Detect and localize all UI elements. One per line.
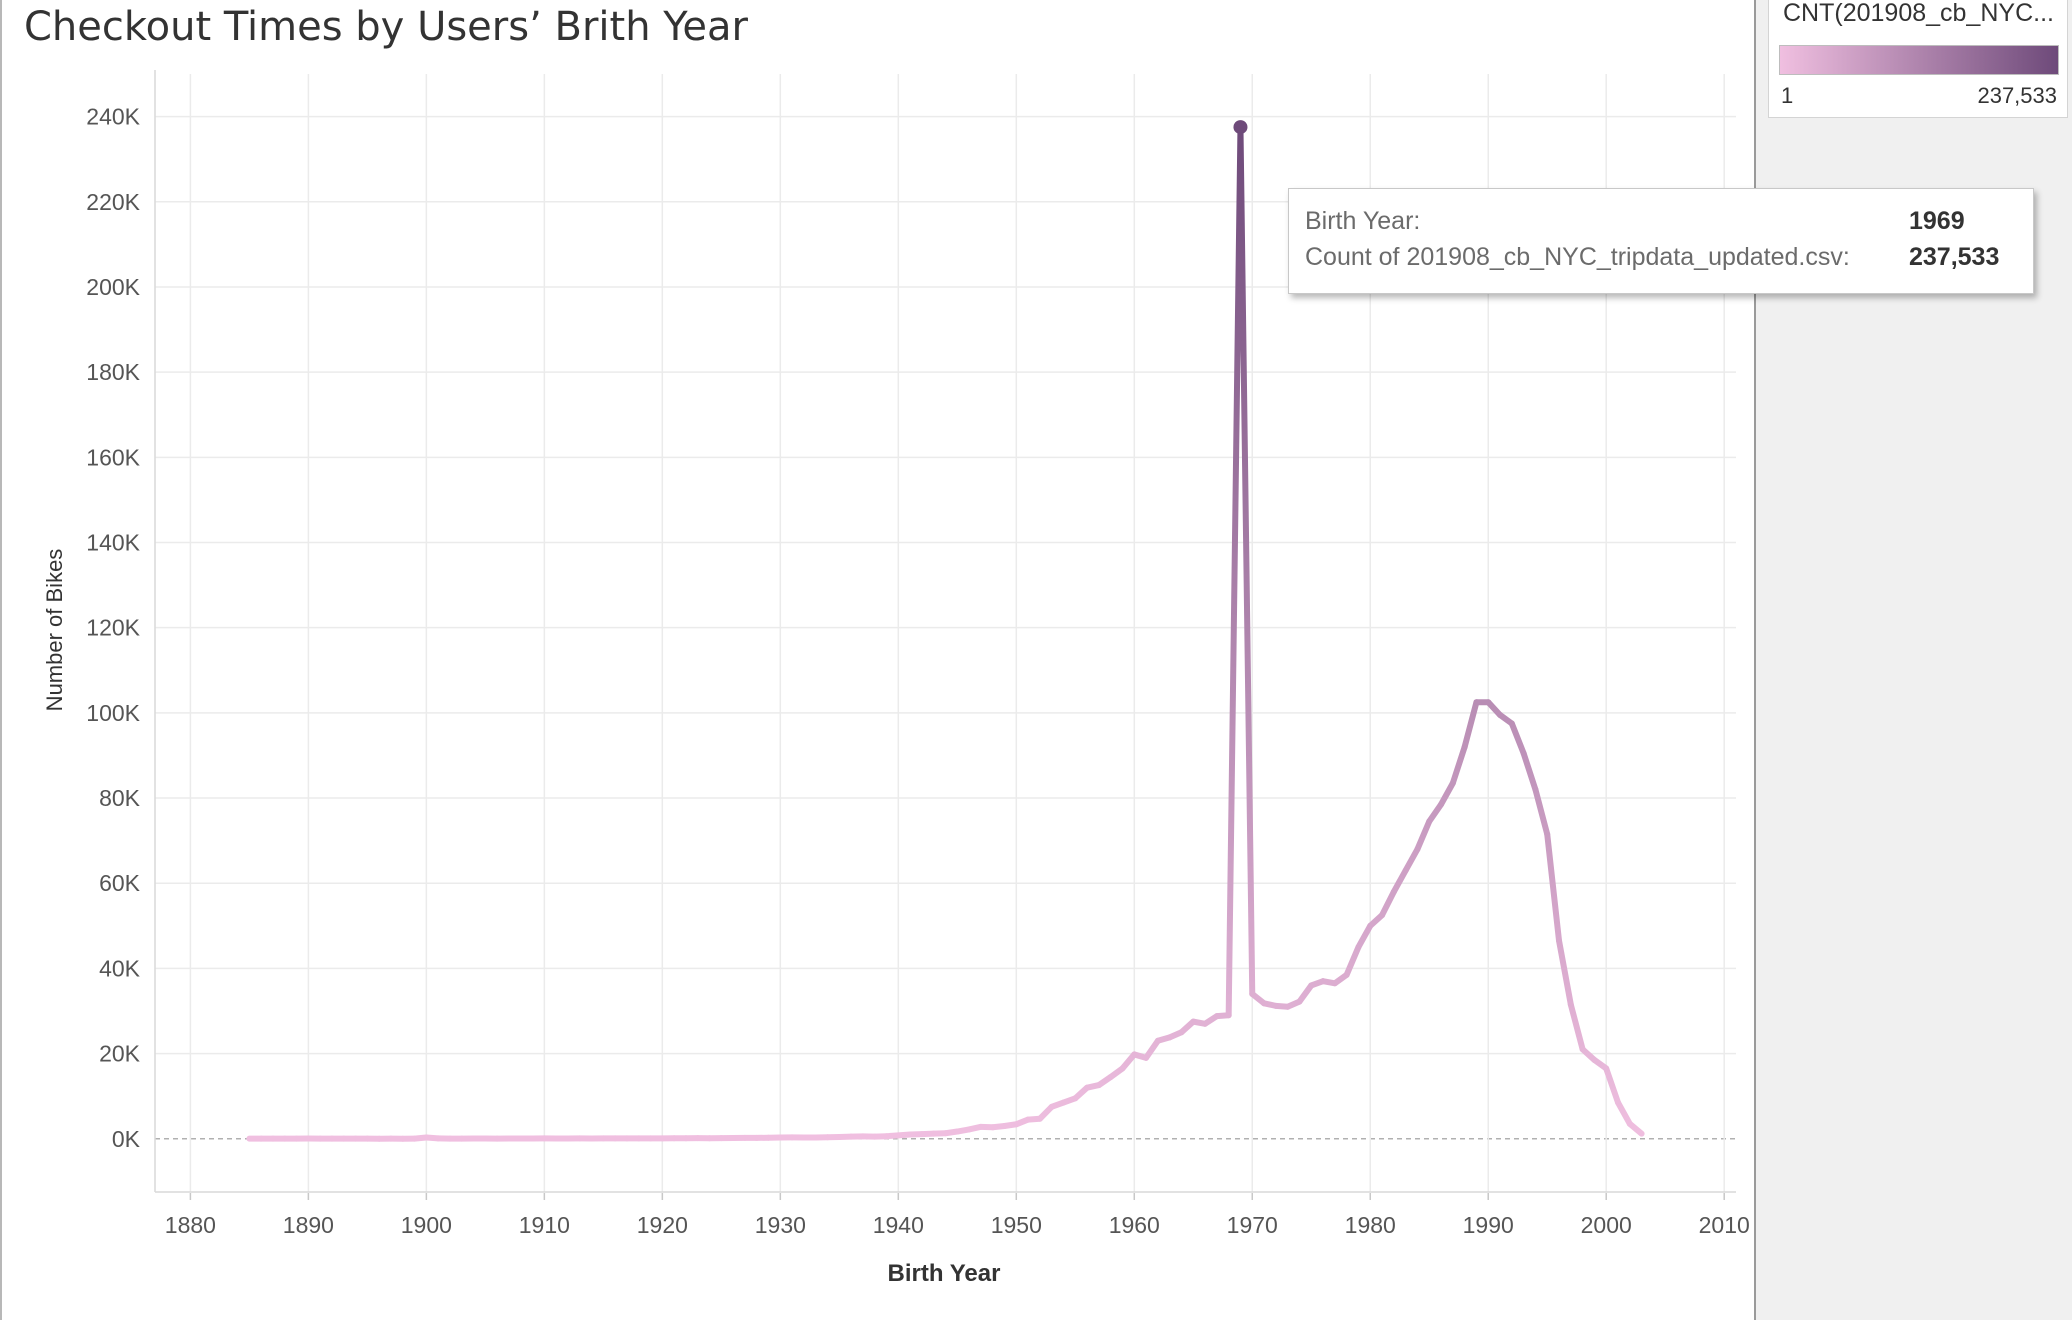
- x-tick-label: 1960: [1109, 1212, 1160, 1238]
- x-tick-label: 1980: [1345, 1212, 1396, 1238]
- line-segment[interactable]: [1461, 699, 1480, 750]
- tooltip: Birth Year: 1969 Count of 201908_cb_NYC_…: [1288, 188, 2034, 294]
- x-tick-label: 1930: [755, 1212, 806, 1238]
- y-tick-label: 240K: [86, 104, 140, 130]
- line-segment[interactable]: [1379, 888, 1397, 919]
- line-segment[interactable]: [1449, 743, 1468, 787]
- y-tick-label: 80K: [99, 785, 141, 811]
- line-segment[interactable]: [1520, 750, 1539, 793]
- x-tick-label: 1950: [991, 1212, 1042, 1238]
- chart-title: Checkout Times by Users’ Brith Year: [24, 4, 748, 50]
- y-axis-label: Number of Bikes: [42, 549, 67, 712]
- y-tick-label: 200K: [86, 274, 140, 300]
- line-segment[interactable]: [1390, 867, 1409, 895]
- tooltip-row1-value: 1969: [1909, 207, 1965, 235]
- y-tick-label: 160K: [86, 444, 140, 470]
- line-segment[interactable]: [1426, 801, 1445, 825]
- y-tick-label: 100K: [86, 700, 140, 726]
- tooltip-row1-label: Birth Year:: [1305, 207, 1421, 235]
- line-segment[interactable]: [1626, 1120, 1645, 1137]
- y-tick-label: 60K: [99, 870, 141, 896]
- x-tick-label: 1970: [1227, 1212, 1278, 1238]
- y-tick-label: 140K: [86, 529, 140, 555]
- y-tick-label: 0K: [112, 1126, 141, 1152]
- line-segment[interactable]: [1615, 1099, 1633, 1127]
- line-segment[interactable]: [1402, 846, 1421, 874]
- line-segment[interactable]: [1508, 720, 1527, 757]
- y-tick-label: 220K: [86, 189, 140, 215]
- line-segment[interactable]: [1567, 1001, 1586, 1053]
- highlighted-data-point[interactable]: [1233, 120, 1248, 135]
- line-segment[interactable]: [1355, 922, 1374, 951]
- frame-border: [0, 0, 2, 1320]
- x-tick-label: 1940: [873, 1212, 924, 1238]
- color-legend[interactable]: CNT(201908_cb_NYC... 1 237,533: [1768, 0, 2068, 118]
- x-tick-label: 1990: [1463, 1212, 1514, 1238]
- line-segment[interactable]: [1296, 982, 1315, 1005]
- x-tick-label: 1890: [283, 1212, 334, 1238]
- legend-title: CNT(201908_cb_NYC...: [1783, 0, 2054, 27]
- tooltip-row2-value: 237,533: [1909, 243, 2000, 271]
- line-segment[interactable]: [1544, 831, 1563, 944]
- x-tick-label: 1910: [519, 1212, 570, 1238]
- y-tick-label: 180K: [86, 359, 140, 385]
- x-tick-label: 1900: [401, 1212, 452, 1238]
- line-segment[interactable]: [1532, 786, 1551, 838]
- line-segment[interactable]: [1414, 818, 1433, 853]
- line-segment[interactable]: [1343, 944, 1362, 978]
- y-tick-label: 40K: [99, 955, 141, 981]
- line-segment[interactable]: [1556, 937, 1574, 1008]
- line-segment[interactable]: [1119, 1051, 1138, 1072]
- x-axis-label: Birth Year: [888, 1260, 1001, 1287]
- x-tick-label: 2000: [1581, 1212, 1632, 1238]
- legend-color-ramp: [1779, 45, 2059, 75]
- line-segment[interactable]: [1143, 1037, 1161, 1061]
- legend-min-label: 1: [1781, 83, 1794, 108]
- legend-max-label: 237,533: [1977, 83, 2057, 108]
- line-segment[interactable]: [1603, 1065, 1622, 1106]
- line-segment[interactable]: [1237, 124, 1256, 997]
- x-tick-label: 2010: [1699, 1212, 1750, 1238]
- x-tick-label: 1880: [165, 1212, 216, 1238]
- line-segment[interactable]: [1225, 124, 1244, 1019]
- chart-plot[interactable]: 0K 20K 40K 60K 80K 100K 120K 140K 160K 180K 200K 22…: [0, 0, 1754, 1320]
- y-tick-label: 20K: [99, 1041, 141, 1067]
- line-segment[interactable]: [1438, 780, 1456, 808]
- y-tick-label: 120K: [86, 615, 140, 641]
- x-tick-label: 1920: [637, 1212, 688, 1238]
- tooltip-row2-label: Count of 201908_cb_NYC_tripdata_updated.…: [1305, 243, 1850, 271]
